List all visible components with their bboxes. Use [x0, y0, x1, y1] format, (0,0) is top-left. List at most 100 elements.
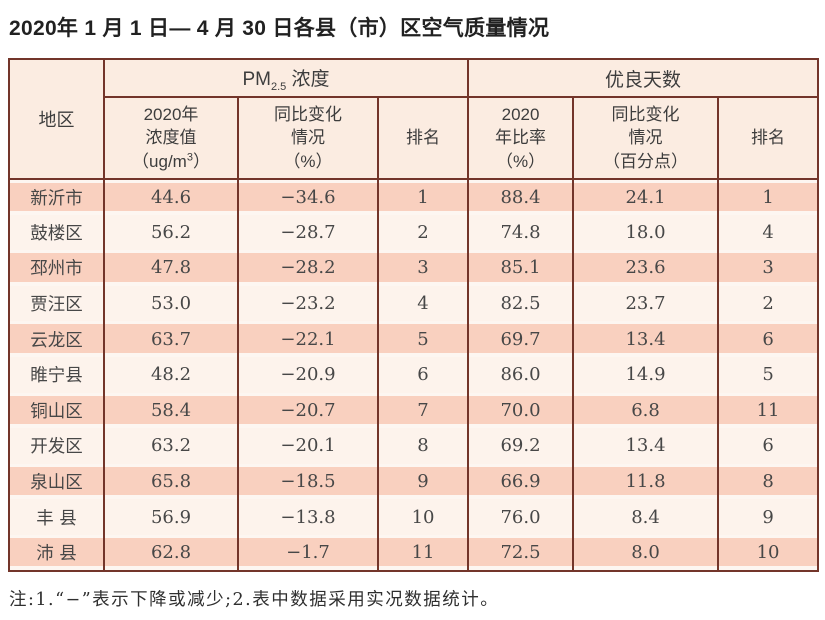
good-change-cell: 24.1 — [572, 179, 720, 215]
good-ratio-cell: 72.5 — [467, 534, 575, 571]
pm-value-cell: 65.8 — [103, 463, 239, 500]
header-sub-row: 2020年 浓度值 （ug/m3） 同比变化 情况 （%） 排名 2020 年比… — [9, 96, 820, 180]
header-pm-change: 同比变化 情况 （%） — [237, 96, 379, 180]
pm25-label-subscript: 2.5 — [270, 80, 287, 93]
air-quality-table: 地区 PM2.5 浓度 优良天数 2020年 浓度值 （ug/m3） 同比变化 … — [8, 58, 820, 572]
region-cell: 贾汪区 — [8, 285, 105, 322]
table-row: 新沂市 44.6 −34.6 1 88.4 24.1 1 — [8, 179, 820, 215]
good-change-cell: 23.7 — [572, 285, 720, 322]
region-cell: 云龙区 — [8, 321, 105, 357]
pm-change-cell: −20.1 — [237, 428, 379, 464]
pm-change-cell: −28.2 — [237, 250, 379, 286]
page-title: 2020年 1 月 1 日— 4 月 30 日各县（市）区空气质量情况 — [9, 17, 550, 40]
pm-value-cell: 48.2 — [103, 356, 239, 393]
pm-value-unit-open: （ug/m — [132, 151, 187, 171]
pm-value-cell: 56.2 — [103, 214, 239, 251]
good-change-cell: 13.4 — [572, 428, 720, 464]
good-ratio-cell: 69.7 — [467, 321, 575, 357]
pm-change-cell: −23.2 — [237, 285, 379, 322]
table-row: 鼓楼区 56.2 −28.7 2 74.8 18.0 4 — [8, 214, 820, 251]
pm-rank-cell: 6 — [376, 356, 470, 393]
pm-rank-cell: 3 — [376, 250, 470, 286]
header-good-ratio: 2020 年比率 （%） — [467, 96, 575, 180]
pm-rank-cell: 11 — [376, 534, 470, 571]
good-rank-cell: 8 — [717, 463, 820, 500]
table-row: 开发区 63.2 −20.1 8 69.2 13.4 6 — [8, 428, 820, 464]
pm-rank-cell: 4 — [376, 285, 470, 322]
good-rank-cell: 6 — [717, 321, 820, 357]
table-row: 丰 县 56.9 −13.8 10 76.0 8.4 9 — [8, 499, 820, 535]
good-ratio-cell: 88.4 — [467, 179, 575, 215]
good-ratio-cell: 66.9 — [467, 463, 575, 500]
pm-value-cell: 53.0 — [103, 285, 239, 322]
header-pm-rank: 排名 — [376, 96, 470, 180]
pm-rank-cell: 9 — [376, 463, 470, 500]
good-rank-cell: 3 — [717, 250, 820, 286]
pm25-label-suffix: 浓度 — [286, 68, 330, 90]
table-row: 沛 县 62.8 −1.7 11 72.5 8.0 10 — [8, 534, 820, 571]
region-cell: 睢宁县 — [8, 356, 105, 393]
good-rank-cell: 11 — [717, 392, 820, 429]
table-row: 邳州市 47.8 −28.2 3 85.1 23.6 3 — [8, 250, 820, 286]
good-change-cell: 14.9 — [572, 356, 720, 393]
pm-value-cell: 58.4 — [103, 392, 239, 429]
header-pm-value: 2020年 浓度值 （ug/m3） — [103, 96, 239, 180]
region-cell: 泉山区 — [8, 463, 105, 500]
good-ratio-cell: 69.2 — [467, 428, 575, 464]
region-cell: 丰 县 — [8, 499, 105, 535]
pm-change-cell: −18.5 — [237, 463, 379, 500]
table-header: 地区 PM2.5 浓度 优良天数 2020年 浓度值 （ug/m3） 同比变化 … — [8, 58, 820, 180]
table-row: 云龙区 63.7 −22.1 5 69.7 13.4 6 — [8, 321, 820, 357]
pm-value-cell: 47.8 — [103, 250, 239, 286]
good-ratio-cell: 76.0 — [467, 499, 575, 535]
good-rank-cell: 4 — [717, 214, 820, 251]
region-cell: 铜山区 — [8, 392, 105, 429]
footnote: 注:1.“−”表示下降或减少;2.表中数据采用实况数据统计。 — [9, 589, 500, 610]
pm-rank-cell: 7 — [376, 392, 470, 429]
pm-value-unit-close: ） — [192, 151, 210, 171]
header-good-days-group: 优良天数 — [467, 58, 820, 98]
table-row: 泉山区 65.8 −18.5 9 66.9 11.8 8 — [8, 463, 820, 500]
pm-value-unit: （ug/m3） — [107, 150, 235, 173]
pm-value-unit-sup: 3 — [186, 151, 193, 164]
header-group-row: 地区 PM2.5 浓度 优良天数 — [8, 58, 820, 180]
region-cell: 沛 县 — [8, 534, 105, 571]
pm-change-cell: −20.7 — [237, 392, 379, 429]
table-body: 新沂市 44.6 −34.6 1 88.4 24.1 1 鼓楼区 56.2 −2… — [8, 179, 820, 571]
pm-rank-cell: 10 — [376, 499, 470, 535]
table-row: 铜山区 58.4 −20.7 7 70.0 6.8 11 — [8, 392, 820, 429]
pm-value-cell: 62.8 — [103, 534, 239, 571]
pm-change-cell: −20.9 — [237, 356, 379, 393]
region-cell: 鼓楼区 — [8, 214, 105, 251]
pm-value-line2: 浓度值 — [145, 128, 197, 148]
good-change-cell: 8.0 — [572, 534, 720, 571]
good-ratio-cell: 74.8 — [467, 214, 575, 251]
region-cell: 开发区 — [8, 428, 105, 464]
pm-value-cell: 63.7 — [103, 321, 239, 357]
header-pm25-group: PM2.5 浓度 — [102, 58, 470, 98]
pm25-label-prefix: PM — [242, 68, 271, 90]
good-change-cell: 8.4 — [572, 499, 720, 535]
pm-rank-cell: 5 — [376, 321, 470, 357]
good-ratio-cell: 86.0 — [467, 356, 575, 393]
good-rank-cell: 6 — [717, 428, 820, 464]
table-row: 贾汪区 53.0 −23.2 4 82.5 23.7 2 — [8, 285, 820, 322]
good-change-cell: 6.8 — [572, 392, 720, 429]
table-row: 睢宁县 48.2 −20.9 6 86.0 14.9 5 — [8, 356, 820, 393]
header-good-change: 同比变化 情况 （百分点） — [572, 96, 720, 180]
pm-change-cell: −28.7 — [237, 214, 379, 251]
region-cell: 邳州市 — [8, 250, 105, 286]
pm-value-line1: 2020年 — [143, 104, 199, 124]
pm-change-cell: −22.1 — [237, 321, 379, 357]
header-good-rank: 排名 — [717, 96, 820, 180]
good-change-cell: 13.4 — [572, 321, 720, 357]
pm-value-cell: 56.9 — [103, 499, 239, 535]
pm-change-cell: −34.6 — [237, 179, 379, 215]
pm-rank-cell: 8 — [376, 428, 470, 464]
good-rank-cell: 5 — [717, 356, 820, 393]
good-rank-cell: 1 — [717, 179, 820, 215]
good-change-cell: 18.0 — [572, 214, 720, 251]
pm-change-cell: −1.7 — [237, 534, 379, 571]
good-ratio-cell: 85.1 — [467, 250, 575, 286]
